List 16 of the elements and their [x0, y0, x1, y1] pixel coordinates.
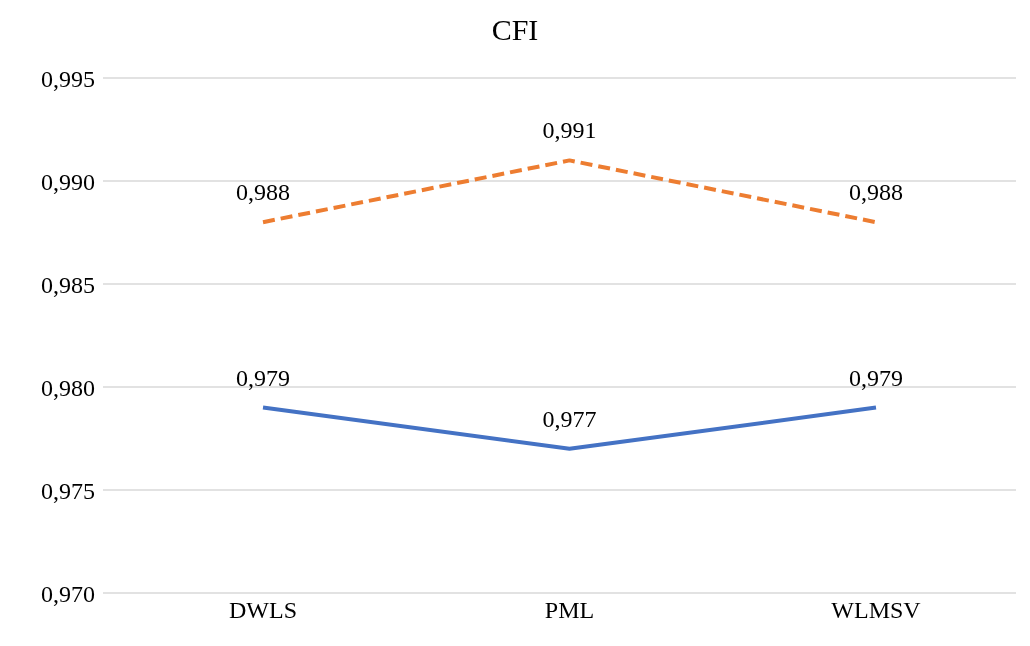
x-tick-label: WLMSV	[831, 597, 922, 624]
y-tick-label: 0,990	[41, 168, 95, 195]
y-tick-label: 0,985	[41, 271, 95, 298]
data-label: 0,977	[542, 405, 597, 432]
data-label: 0,991	[542, 117, 597, 144]
y-tick-label: 0,995	[41, 65, 95, 92]
data-label: 0,979	[236, 364, 290, 391]
data-label: 0,979	[849, 364, 903, 391]
data-label: 0,988	[236, 179, 290, 206]
y-tick-label: 0,980	[41, 374, 95, 401]
x-tick-label: DWLS	[229, 597, 297, 624]
chart-title: CFI	[490, 12, 540, 48]
y-tick-label: 0,970	[41, 580, 95, 607]
x-tick-label: PML	[544, 597, 595, 624]
y-tick-label: 0,975	[41, 477, 95, 504]
data-label: 0,988	[849, 179, 903, 206]
